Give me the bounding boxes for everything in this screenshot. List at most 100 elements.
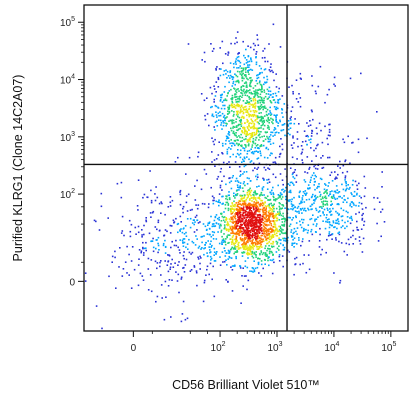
event-dot xyxy=(349,204,351,207)
event-dot xyxy=(351,184,354,186)
event-dot xyxy=(207,255,209,257)
event-dot xyxy=(143,193,146,196)
event-dot xyxy=(352,195,355,197)
event-dot xyxy=(276,217,279,220)
event-dot xyxy=(265,93,268,95)
event-dot xyxy=(338,195,340,198)
event-dot xyxy=(150,216,152,218)
event-dot xyxy=(359,243,362,245)
event-dot xyxy=(224,243,227,246)
event-dot xyxy=(238,60,241,62)
event-dot xyxy=(282,205,285,207)
event-dot xyxy=(152,237,154,240)
event-dot xyxy=(258,231,260,233)
event-dot xyxy=(270,212,272,214)
event-dot xyxy=(262,213,265,216)
event-dot xyxy=(213,98,215,101)
event-dot xyxy=(170,316,172,318)
event-dot xyxy=(236,212,239,214)
event-dot xyxy=(296,207,299,209)
event-dot xyxy=(248,125,250,127)
event-dot xyxy=(330,200,332,203)
event-dot xyxy=(249,103,251,105)
event-dot xyxy=(344,199,346,201)
event-dot xyxy=(185,195,188,197)
event-dot xyxy=(150,290,153,293)
event-dot xyxy=(267,137,269,139)
event-dot xyxy=(308,198,311,201)
event-dot xyxy=(227,242,229,244)
event-dot xyxy=(350,236,352,239)
event-dot xyxy=(257,235,260,238)
event-dot xyxy=(239,247,242,249)
event-dot xyxy=(136,205,139,207)
event-dot xyxy=(274,229,277,232)
event-dot xyxy=(230,248,232,251)
event-dot xyxy=(251,252,253,254)
event-dot xyxy=(233,200,235,203)
event-dot xyxy=(226,151,229,153)
event-dot xyxy=(259,218,261,221)
event-dot xyxy=(220,167,222,170)
event-dot xyxy=(149,170,151,172)
event-dot xyxy=(239,73,242,75)
event-dot xyxy=(272,71,274,74)
event-dot xyxy=(321,196,324,198)
event-dot xyxy=(244,164,247,167)
event-dot xyxy=(342,209,345,212)
event-dot xyxy=(266,188,269,190)
event-dot xyxy=(241,214,244,216)
event-dot xyxy=(233,111,235,113)
event-dot xyxy=(239,140,242,143)
event-dot xyxy=(238,189,240,191)
event-dot xyxy=(302,218,305,221)
event-dot xyxy=(221,101,224,103)
event-dot xyxy=(305,193,307,195)
event-dot xyxy=(273,216,275,218)
event-dot xyxy=(239,175,241,177)
event-dot xyxy=(178,291,180,294)
event-dot xyxy=(252,248,255,250)
event-dot xyxy=(336,222,338,225)
event-dot xyxy=(228,181,231,184)
event-dot xyxy=(226,136,229,138)
event-dot xyxy=(167,285,170,287)
event-dot xyxy=(147,289,150,291)
event-dot xyxy=(226,201,229,204)
event-dot xyxy=(248,246,250,249)
event-dot xyxy=(196,284,198,287)
event-dot xyxy=(352,229,355,232)
event-dot xyxy=(257,226,260,228)
event-dot xyxy=(256,193,259,195)
event-dot xyxy=(235,121,237,123)
event-dot xyxy=(239,65,241,67)
event-dot xyxy=(107,217,109,219)
event-dot xyxy=(280,193,282,196)
event-dot xyxy=(270,208,273,210)
event-dot xyxy=(169,201,172,204)
event-dot xyxy=(239,95,241,97)
event-dot xyxy=(309,120,311,122)
x-tick-label: 102 xyxy=(211,341,226,354)
event-dot xyxy=(292,182,294,185)
event-dot xyxy=(238,227,241,230)
event-dot xyxy=(241,275,243,277)
event-dot xyxy=(150,201,153,204)
event-dot xyxy=(251,114,254,116)
event-dot xyxy=(271,210,273,213)
event-dot xyxy=(279,242,282,245)
event-dot xyxy=(227,204,230,206)
event-dot xyxy=(180,320,183,323)
event-dot xyxy=(308,139,310,141)
event-dot xyxy=(243,160,245,163)
event-dot xyxy=(237,186,239,188)
event-dot xyxy=(253,111,256,114)
event-dot xyxy=(221,180,223,182)
event-dot xyxy=(325,216,328,219)
event-dot xyxy=(272,226,274,228)
event-dot xyxy=(246,245,248,247)
event-dot xyxy=(226,198,229,201)
event-dot xyxy=(258,203,261,206)
event-dot xyxy=(225,259,227,261)
event-dot xyxy=(164,280,167,283)
